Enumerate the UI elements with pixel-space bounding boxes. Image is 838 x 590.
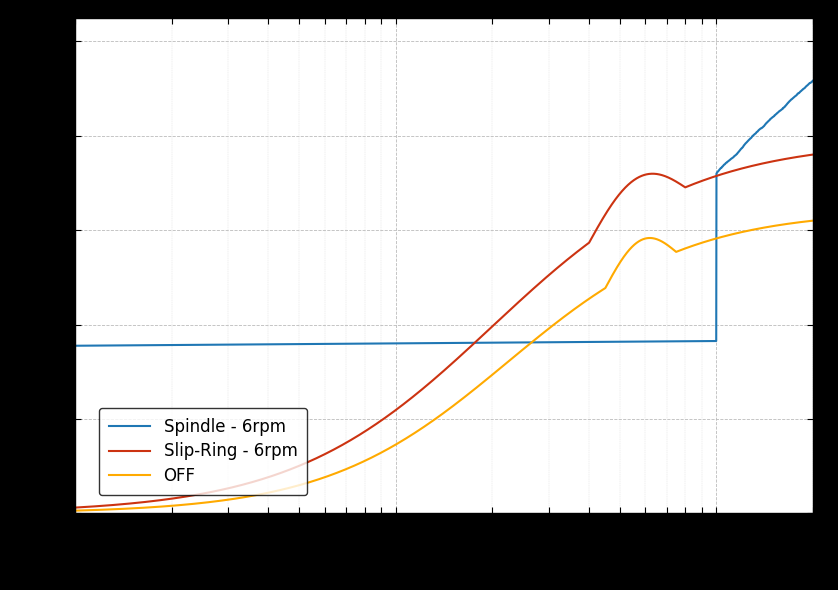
OFF	[154, 503, 164, 510]
Slip-Ring - 6rpm	[714, 172, 724, 179]
OFF	[794, 219, 804, 226]
Slip-Ring - 6rpm	[70, 504, 80, 511]
Line: Spindle - 6rpm: Spindle - 6rpm	[75, 81, 813, 346]
OFF	[808, 217, 818, 224]
Slip-Ring - 6rpm	[353, 432, 363, 439]
OFF	[353, 460, 363, 467]
Spindle - 6rpm	[199, 341, 209, 348]
Legend: Spindle - 6rpm, Slip-Ring - 6rpm, OFF: Spindle - 6rpm, Slip-Ring - 6rpm, OFF	[99, 408, 308, 495]
Slip-Ring - 6rpm	[154, 497, 164, 504]
Spindle - 6rpm	[70, 342, 80, 349]
Spindle - 6rpm	[154, 342, 164, 349]
Spindle - 6rpm	[385, 340, 396, 347]
Spindle - 6rpm	[714, 167, 724, 174]
OFF	[199, 499, 209, 506]
OFF	[385, 444, 396, 451]
Line: Slip-Ring - 6rpm: Slip-Ring - 6rpm	[75, 155, 813, 507]
Slip-Ring - 6rpm	[199, 490, 209, 497]
OFF	[70, 507, 80, 514]
Slip-Ring - 6rpm	[808, 151, 818, 158]
Spindle - 6rpm	[794, 90, 804, 97]
Line: OFF: OFF	[75, 221, 813, 510]
Spindle - 6rpm	[808, 77, 818, 84]
Slip-Ring - 6rpm	[385, 411, 396, 418]
Slip-Ring - 6rpm	[794, 153, 804, 160]
OFF	[714, 234, 724, 241]
Spindle - 6rpm	[353, 340, 363, 347]
